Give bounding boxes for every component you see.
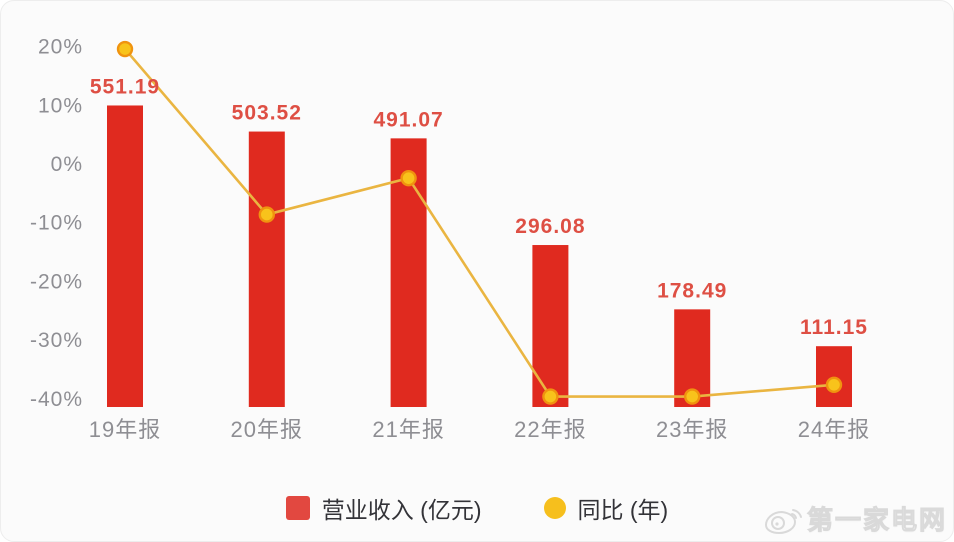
y-tick-label: -30% <box>30 329 83 352</box>
yoy-point-swatch-icon <box>543 497 566 519</box>
yoy-line-point <box>542 388 559 405</box>
yoy-line-point <box>116 40 134 58</box>
y-tick-label: -40% <box>30 388 83 411</box>
x-tick-label: 20年报 <box>231 417 303 442</box>
legend-item-revenue[interactable]: 营业收入 (亿元) <box>285 491 482 525</box>
revenue-legend-label: 营业收入 (亿元) <box>321 497 482 523</box>
yoy-line-point <box>400 169 417 187</box>
y-tick-label: -10% <box>30 212 83 235</box>
x-tick-label: 21年报 <box>372 417 444 442</box>
chart-svg: 20% 10% 0% -10% -20% -30% -40% 551.19 503.52 491.… <box>30 36 870 442</box>
yoy-line-point <box>825 376 843 393</box>
bar-value-label: 503.52 <box>232 102 302 125</box>
x-tick-label: 24年报 <box>798 417 870 442</box>
y-tick-label: -20% <box>30 270 83 293</box>
x-tick-label: 23年报 <box>656 417 728 442</box>
yoy-line-point <box>684 388 701 405</box>
legend-item-yoy[interactable]: 同比 (年) <box>543 491 669 525</box>
bar-value-label: 178.49 <box>657 279 727 302</box>
bar-value-label: 111.15 <box>800 316 868 339</box>
bar-value-label: 491.07 <box>373 108 443 131</box>
y-tick-label: 0% <box>51 153 83 176</box>
revenue-bar-swatch-icon <box>285 496 310 520</box>
bar <box>532 245 569 407</box>
chart-legend: 营业收入 (亿元) 同比 (年) <box>1 491 953 525</box>
bar <box>248 131 285 407</box>
y-tick-label: 10% <box>38 94 83 117</box>
yoy-legend-label: 同比 (年) <box>577 497 669 523</box>
yoy-line <box>123 47 836 398</box>
bar-value-label: 551.19 <box>90 75 160 98</box>
x-tick-label: 19年报 <box>89 417 161 442</box>
bar <box>107 105 143 407</box>
yoy-line-point <box>258 206 275 223</box>
bar <box>816 346 852 407</box>
y-tick-label: 20% <box>38 36 83 59</box>
x-tick-label: 22年报 <box>514 417 586 442</box>
bar-value-label: 296.08 <box>515 215 585 238</box>
